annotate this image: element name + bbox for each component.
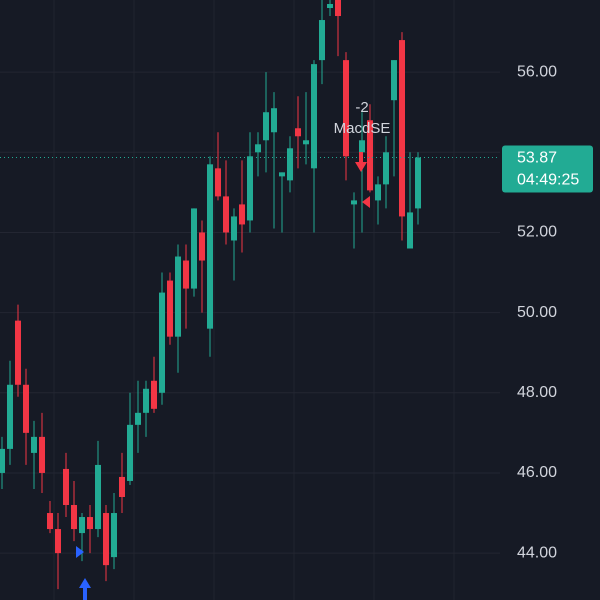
candle-body xyxy=(367,120,373,191)
candle-body xyxy=(415,157,421,209)
candle-body xyxy=(335,0,341,17)
candle-body xyxy=(63,468,69,506)
candle-body xyxy=(79,517,85,534)
candle-body xyxy=(343,60,349,157)
candle-body xyxy=(359,140,365,153)
candle-body xyxy=(0,448,5,473)
candle-body xyxy=(143,388,149,413)
candle-body xyxy=(351,200,357,205)
last-price-badge xyxy=(502,145,593,193)
candle-body xyxy=(167,280,173,337)
candle-body xyxy=(7,384,13,449)
candle-body xyxy=(55,529,61,554)
annotation: MacdSE xyxy=(334,120,391,137)
candle-body xyxy=(279,172,285,177)
y-tick-label: 52.00 xyxy=(517,224,557,241)
candle-body xyxy=(199,232,205,261)
candle-body xyxy=(207,164,213,329)
candle-body xyxy=(271,108,277,133)
candle-body xyxy=(23,384,29,433)
countdown-label: 04:49:25 xyxy=(517,172,579,189)
candle-body xyxy=(311,64,317,169)
candle-body xyxy=(287,148,293,181)
candle-body xyxy=(87,517,93,530)
candle-body xyxy=(399,40,405,217)
candle-body xyxy=(319,20,325,61)
candle-body xyxy=(191,208,197,289)
sell-arrow xyxy=(355,152,367,172)
candle-body xyxy=(375,184,381,201)
candle-body xyxy=(151,380,157,409)
vertical-grid xyxy=(53,0,455,600)
candle-body xyxy=(175,256,181,337)
y-tick-label: 44.00 xyxy=(517,544,557,561)
candle-body xyxy=(231,216,237,241)
last-price-label: 53.87 xyxy=(517,150,557,167)
y-tick-label: 56.00 xyxy=(517,63,557,80)
annotation: -2 xyxy=(355,99,368,116)
y-tick-label: 50.00 xyxy=(517,304,557,321)
buy-arrow xyxy=(79,578,91,600)
candle-body xyxy=(119,476,125,497)
y-tick-label: 48.00 xyxy=(517,384,557,401)
candle-body xyxy=(391,60,397,101)
candle-body xyxy=(407,212,413,249)
candle-body xyxy=(135,412,141,425)
candle-body xyxy=(47,513,53,530)
candle-body xyxy=(295,128,301,137)
candle-body xyxy=(39,436,45,473)
candle-body xyxy=(383,152,389,185)
candle-body xyxy=(183,260,189,289)
candle-body xyxy=(95,464,101,530)
candle-body xyxy=(263,112,269,141)
candle-body xyxy=(103,513,109,566)
candle-body xyxy=(255,144,261,153)
buy-marker xyxy=(76,546,84,558)
candle-body xyxy=(111,513,117,558)
candles xyxy=(0,0,421,590)
candle-body xyxy=(239,204,245,225)
candle-body xyxy=(15,320,21,385)
candle-body xyxy=(247,156,253,221)
sell-marker xyxy=(362,196,370,208)
candle-body xyxy=(31,436,37,453)
labels: 44.0046.0048.0050.0052.0054.0056.0053.87… xyxy=(0,63,593,561)
candle-body xyxy=(215,168,221,197)
candle-body xyxy=(223,196,229,233)
candle-body xyxy=(71,505,77,530)
candle-body xyxy=(159,292,165,393)
candle-body xyxy=(303,140,309,145)
candle-body xyxy=(127,424,133,481)
candle-body xyxy=(327,4,333,9)
y-tick-label: 46.00 xyxy=(517,464,557,481)
